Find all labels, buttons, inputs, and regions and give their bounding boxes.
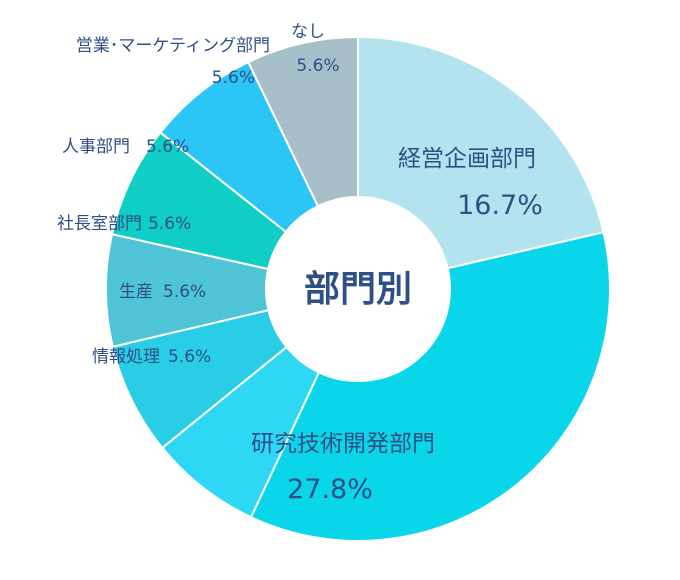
label-shacho: 社長室部門: [57, 214, 142, 234]
value-shacho: 5.6%: [148, 214, 191, 234]
value-jinji: 5.6%: [146, 137, 189, 157]
value-seisan: 5.6%: [163, 282, 206, 302]
slice-0: [357, 35, 605, 270]
value-nashi: 5.6%: [296, 56, 339, 76]
label-jinji: 人事部門: [62, 137, 130, 157]
value-keiei: 16.7%: [457, 190, 543, 221]
value-joho: 5.6%: [168, 347, 211, 367]
slice-1: [249, 231, 611, 542]
label-keiei: 経営企画部門: [398, 146, 536, 172]
slice-7: [246, 35, 359, 208]
label-joho: 情報処理: [92, 347, 160, 367]
value-eigyo: 5.6%: [212, 68, 255, 88]
label-nashi: なし: [291, 22, 325, 42]
label-seisan: 生産: [119, 282, 153, 302]
label-eigyo: 営業･マーケティング部門: [76, 36, 270, 56]
value-kenkyu: 27.8%: [287, 474, 373, 505]
label-kenkyu: 研究技術開発部門: [251, 431, 435, 457]
center-label: 部門別: [304, 269, 412, 309]
